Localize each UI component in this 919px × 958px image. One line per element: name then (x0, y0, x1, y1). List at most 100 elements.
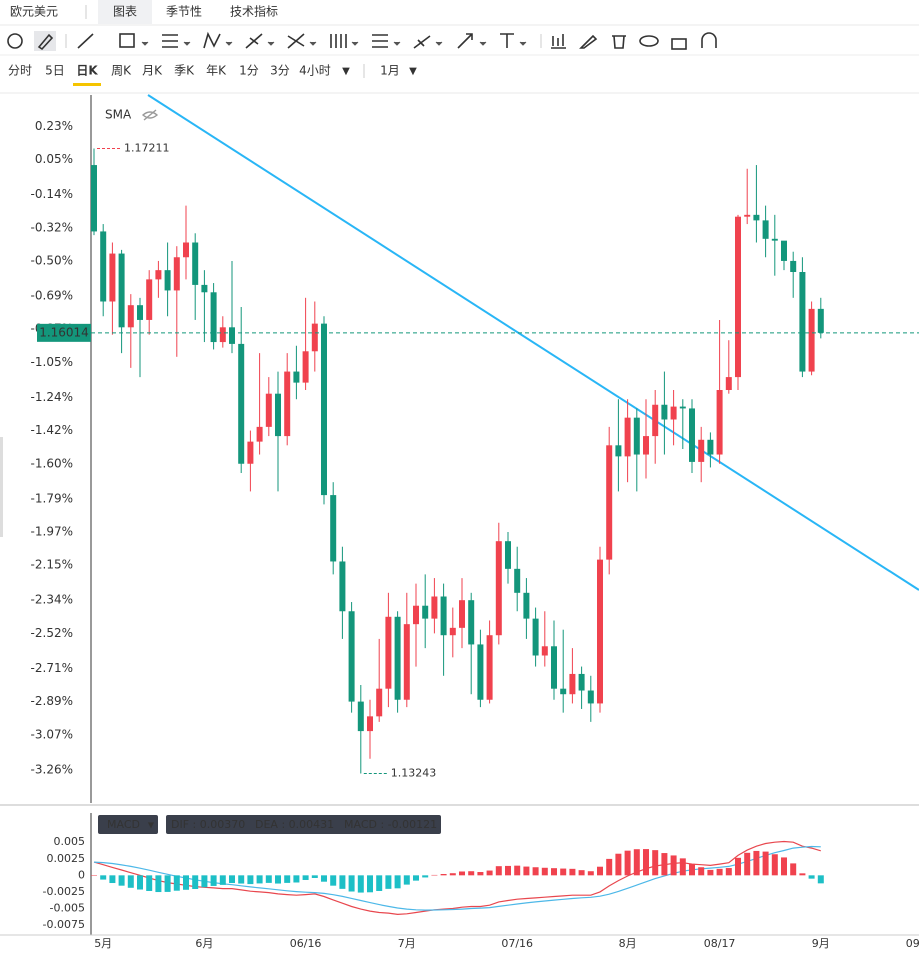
candle-body (753, 214, 760, 221)
candle-body (744, 214, 751, 217)
tool-icon[interactable] (612, 35, 626, 49)
candle-body (367, 716, 373, 732)
candle-body (679, 406, 686, 409)
macd-bar (275, 875, 281, 884)
macd-bar (137, 875, 143, 890)
tool-icon[interactable] (37, 33, 54, 51)
period[interactable]: 3分 (270, 64, 290, 78)
period[interactable]: 分时 (8, 64, 32, 78)
macd-bar (799, 873, 806, 876)
high-label: 1.17211 (124, 141, 170, 154)
macd-bar (302, 875, 309, 880)
legend-entry: DIF : 0.00370 (171, 818, 245, 831)
macd-bar (477, 872, 484, 876)
tool-icon[interactable] (7, 33, 23, 49)
tool-icon[interactable] (330, 34, 347, 48)
period[interactable]: 日K (76, 64, 98, 78)
tool-icon[interactable] (457, 33, 473, 49)
macd-bar (394, 875, 401, 889)
tool-icon[interactable] (372, 34, 388, 48)
tool-icon[interactable] (245, 33, 263, 49)
tool-icon[interactable] (287, 33, 305, 49)
tab[interactable]: 图表 (113, 5, 137, 19)
macd-bar (707, 869, 714, 876)
macd-bar (109, 875, 116, 884)
macd-bar (468, 871, 475, 876)
candle-body (229, 327, 235, 344)
period[interactable]: 月K (142, 64, 163, 78)
indicator-select[interactable] (98, 815, 158, 834)
macd-bar (661, 853, 668, 876)
period[interactable]: 4小时 (299, 64, 331, 78)
tab[interactable]: 季节性 (166, 5, 202, 19)
candle-body (587, 690, 594, 704)
tab-active[interactable] (98, 0, 152, 24)
macd-bar (330, 875, 337, 886)
tool-icon[interactable] (701, 32, 717, 48)
candle-body (781, 240, 787, 261)
tool-icon[interactable] (119, 33, 135, 48)
macd-bar (716, 868, 723, 876)
tool-icon[interactable] (671, 38, 687, 50)
candle-body (146, 279, 153, 320)
tool-icon[interactable] (162, 34, 178, 48)
tab[interactable]: 技术指标 (230, 4, 278, 19)
tool-icon[interactable] (579, 34, 598, 49)
candle-body (495, 541, 502, 636)
period[interactable]: 5日 (45, 64, 65, 78)
candle-body (523, 592, 530, 619)
macd-bar (808, 875, 815, 879)
candle-body (330, 495, 337, 562)
x-tick-label: 6月 (195, 937, 213, 950)
y-tick-label: -1.97% (31, 524, 73, 538)
x-tick-label: 9月 (812, 937, 830, 950)
macd-bar (164, 875, 171, 892)
tool-icon[interactable] (639, 35, 659, 47)
tool-icon[interactable] (551, 34, 566, 49)
macd-bar (229, 875, 235, 884)
candle-body (532, 618, 539, 656)
select-arrow[interactable]: ▼ (148, 821, 155, 830)
macd-bar (357, 875, 364, 893)
macd-bar (146, 875, 153, 891)
period[interactable]: 1分 (239, 64, 259, 78)
more-arrow[interactable]: ▼ (342, 66, 350, 77)
candle-body (670, 406, 677, 420)
period[interactable]: 周K (111, 64, 132, 78)
candle-body (256, 426, 263, 442)
tool-icon[interactable] (77, 33, 94, 49)
macd-bar (744, 852, 751, 876)
period[interactable]: 季K (174, 64, 195, 78)
macd-bar (385, 875, 392, 889)
macd-bar (284, 875, 291, 883)
macd-bar (597, 866, 603, 876)
tool-icon[interactable] (413, 35, 431, 49)
last-price-label: 1.16014 (39, 325, 89, 339)
candle-body (652, 404, 659, 437)
y-tick-label: -0.0075 (43, 918, 85, 931)
candle-body (560, 688, 567, 695)
macd-line (93, 840, 821, 916)
macd-bar (495, 866, 502, 876)
range[interactable]: 1月 (380, 64, 400, 78)
range-arrow[interactable]: ▼ (409, 66, 417, 77)
tool-icon[interactable] (500, 33, 514, 48)
period[interactable]: 年K (206, 64, 227, 78)
candle-body (817, 308, 824, 333)
trend-line[interactable] (147, 94, 919, 591)
macd-bar (670, 855, 677, 876)
y-tick-label: -1.42% (31, 423, 73, 437)
indicator-select-label[interactable]: MACD (107, 818, 140, 831)
candle-body (606, 445, 613, 560)
candle-body (385, 616, 392, 689)
tool-icon[interactable] (203, 31, 221, 49)
x-tick-label: 5月 (94, 937, 112, 950)
scroll-handle[interactable] (0, 437, 3, 537)
macd-bar (431, 874, 438, 876)
candle-body (569, 673, 576, 695)
macd-bar (127, 875, 134, 888)
candle-body (477, 644, 484, 700)
macd-bar (449, 873, 456, 876)
visibility-icon[interactable] (141, 109, 159, 121)
period-underline (73, 83, 101, 86)
